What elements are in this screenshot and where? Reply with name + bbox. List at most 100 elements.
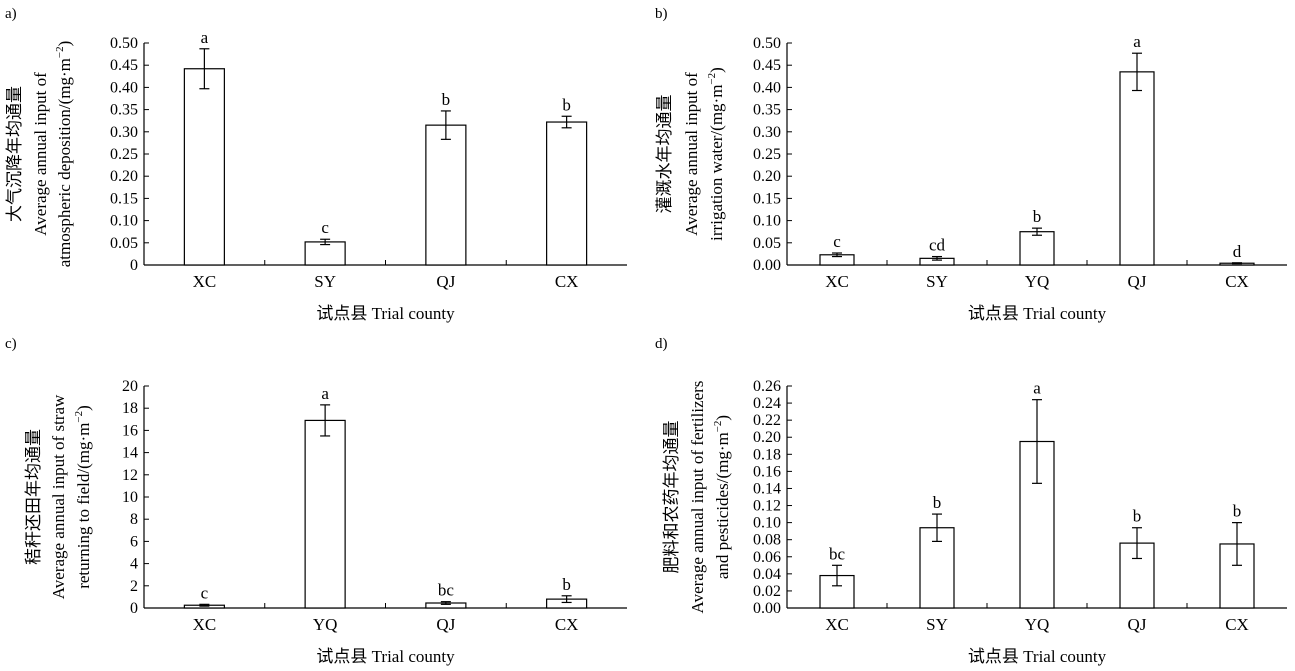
significance-letter: a: [1133, 32, 1141, 51]
y-tick-label: 0.45: [110, 57, 138, 74]
y-tick-label: 0.30: [753, 124, 781, 141]
bar-yq: [1019, 231, 1055, 266]
x-tick-label: YQ: [313, 615, 338, 634]
x-tick-label: SY: [926, 615, 948, 634]
y-axis-title-close: ): [55, 41, 74, 47]
significance-letter: b: [1033, 207, 1042, 226]
significance-letter: bc: [438, 581, 455, 600]
x-tick-label: CX: [1225, 615, 1249, 634]
y-tick-label: 0.10: [110, 213, 138, 230]
bar-qj: [1119, 71, 1155, 266]
x-tick-label: QJ: [436, 615, 455, 634]
x-tick-label: XC: [825, 272, 849, 291]
chart-panel-a: a) 0 0.05 0.10 0.15 0.20 0.25 0.30 0.35 0.40 0.45 0…: [5, 6, 627, 323]
y-tick-label: 0.10: [753, 515, 781, 532]
x-tick-label: XC: [193, 272, 217, 291]
y-tick-label: 10: [122, 489, 138, 506]
y-axis-title-text: atmospheric deposition/(mg·m: [55, 58, 74, 267]
y-tick-label: 0.12: [753, 498, 781, 515]
significance-letter: a: [321, 384, 329, 403]
y-axis-title-close: ): [713, 415, 732, 421]
significance-letter: d: [1233, 242, 1242, 261]
x-axis-title: 试点县 Trial county: [968, 647, 1107, 666]
significance-letter: b: [1133, 507, 1142, 526]
y-tick-label: 0.35: [753, 102, 781, 119]
significance-letter: b: [933, 493, 942, 512]
x-tick-label: YQ: [1025, 615, 1050, 634]
significance-letter: b: [442, 90, 451, 109]
y-axis-title-superscript: −2: [706, 73, 718, 85]
y-axis-title-en-1: Average annual input of: [31, 72, 50, 236]
y-axis-title-superscript: −2: [712, 421, 724, 433]
significance-letter: b: [1233, 502, 1242, 521]
y-axis-title-text: and pesticides/(mg·m: [713, 432, 732, 579]
chart-panel-b: b) 0.00 0.05 0.10 0.15 0.20 0.25 0.30 0.35 0.40 0.…: [655, 6, 1287, 323]
y-axis-title-en-1: Average annual input of: [682, 72, 701, 236]
y-tick-label: 0.40: [753, 79, 781, 96]
y-axis-title-en-2: and pesticides/(mg·m−2): [712, 415, 732, 579]
y-tick-label: 0.50: [753, 35, 781, 52]
x-axis-title: 试点县 Trial county: [316, 647, 455, 666]
y-tick-label: 0.05: [753, 235, 781, 252]
significance-letter: b: [562, 95, 571, 114]
y-tick-label: 0.02: [753, 583, 781, 600]
y-tick-label: 0.04: [753, 566, 781, 583]
y-tick-label: 0.08: [753, 532, 781, 549]
y-tick-label: 0.05: [110, 235, 138, 252]
y-tick-label: 4: [130, 556, 138, 573]
significance-letter: c: [201, 583, 209, 602]
y-tick-label: 18: [122, 400, 138, 417]
y-tick-label: 20: [122, 378, 138, 395]
x-axis-title: 试点县 Trial county: [968, 304, 1107, 323]
y-tick-label: 0.15: [753, 190, 781, 207]
y-axis-title-en-1: Average annual input of fertilizers: [688, 381, 707, 614]
y-tick-label: 0.40: [110, 79, 138, 96]
panel-label: d): [655, 336, 668, 352]
y-tick-label: 0.14: [753, 480, 781, 497]
significance-letter: b: [562, 575, 571, 594]
x-tick-label: XC: [825, 615, 849, 634]
bar-sy: [304, 241, 346, 266]
x-tick-label: XC: [193, 615, 217, 634]
y-tick-label: 0: [130, 600, 138, 617]
y-axis-title-superscript: −2: [54, 46, 66, 58]
y-tick-label: 0.00: [753, 600, 781, 617]
bar-cx: [546, 121, 588, 266]
y-tick-label: 0.35: [110, 102, 138, 119]
y-axis-title-superscript: −2: [73, 411, 85, 423]
y-tick-label: 14: [122, 445, 138, 462]
y-tick-label: 0.06: [753, 549, 781, 566]
bar-xc: [183, 68, 225, 266]
y-tick-label: 0.15: [110, 190, 138, 207]
y-tick-label: 0: [130, 257, 138, 274]
y-axis-title-text: returning to field/(mg·m: [74, 423, 93, 589]
x-tick-label: SY: [314, 272, 336, 291]
y-axis-title-close: ): [74, 405, 93, 411]
x-tick-label: QJ: [1128, 615, 1147, 634]
y-axis-title-en-1: Average annual input of straw: [49, 394, 68, 599]
y-tick-label: 8: [130, 511, 138, 528]
y-tick-label: 0.22: [753, 412, 781, 429]
y-tick-label: 0.20: [753, 429, 781, 446]
significance-letter: a: [201, 28, 209, 47]
y-tick-label: 0.00: [753, 257, 781, 274]
y-tick-label: 0.30: [110, 124, 138, 141]
x-tick-label: SY: [926, 272, 948, 291]
y-axis-title-en-2: atmospheric deposition/(mg·m−2): [54, 41, 74, 268]
y-tick-label: 2: [130, 578, 138, 595]
y-axis-title-cn: 灌溉水年均通量: [655, 95, 674, 214]
y-axis-title-en-2: irrigation water/(mg·m−2): [706, 67, 726, 241]
panel-label: b): [655, 6, 668, 22]
bar-yq: [304, 419, 346, 609]
x-tick-label: QJ: [436, 272, 455, 291]
y-tick-label: 0.45: [753, 57, 781, 74]
y-tick-label: 0.26: [753, 378, 781, 395]
y-tick-label: 12: [122, 467, 138, 484]
panel-label: a): [5, 6, 17, 22]
x-tick-label: YQ: [1025, 272, 1050, 291]
y-tick-label: 6: [130, 533, 138, 550]
y-tick-label: 0.10: [753, 213, 781, 230]
y-tick-label: 16: [122, 422, 138, 439]
y-tick-label: 0.25: [110, 146, 138, 163]
